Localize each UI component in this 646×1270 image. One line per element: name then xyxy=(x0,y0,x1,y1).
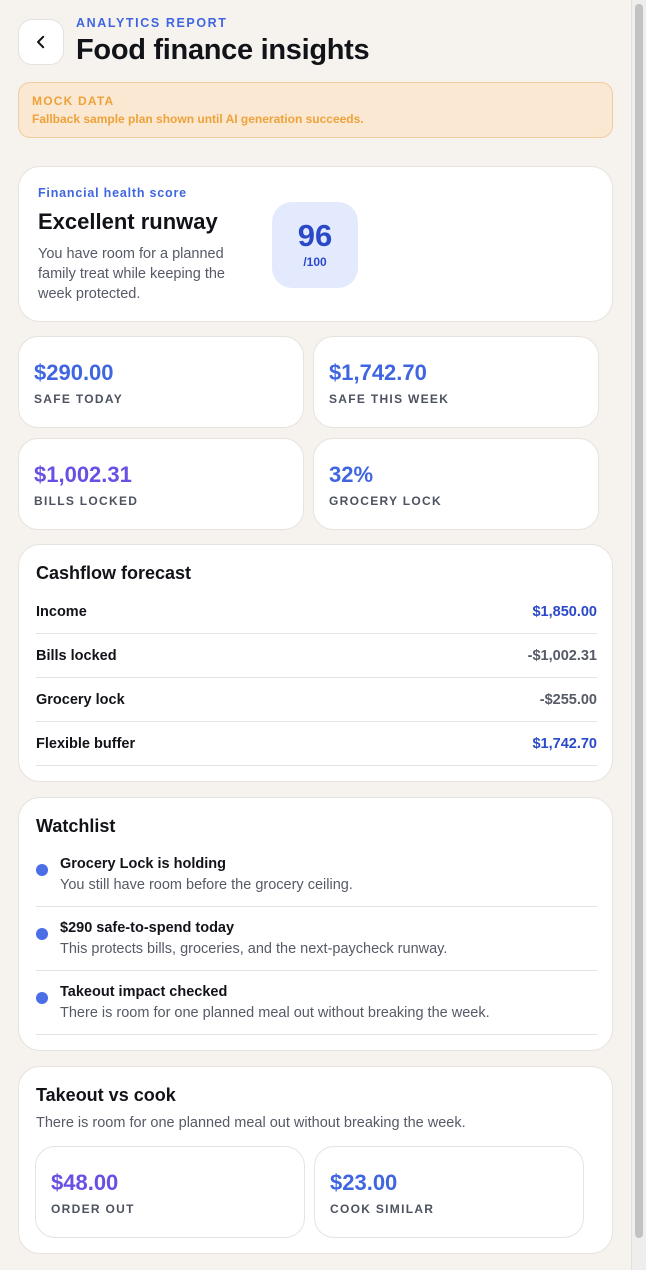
bullet-dot-icon xyxy=(36,928,48,940)
stat-label: GROCERY LOCK xyxy=(329,494,442,508)
cashflow-row-income: Income $1,850.00 xyxy=(36,590,597,634)
watchlist-item-description: There is room for one planned meal out w… xyxy=(60,1005,490,1021)
stat-value: $1,002.31 xyxy=(34,462,132,487)
mock-data-banner: MOCK DATA Fallback sample plan shown unt… xyxy=(18,82,613,138)
cashflow-row-bills-locked: Bills locked -$1,002.31 xyxy=(36,634,597,678)
bullet-dot-icon xyxy=(36,864,48,876)
mock-banner-title: MOCK DATA xyxy=(32,94,115,108)
health-score-title: Excellent runway xyxy=(38,209,218,234)
takeout-title: Takeout vs cook xyxy=(36,1085,176,1105)
page-content: ANALYTICS REPORT Food finance insights M… xyxy=(18,0,613,1254)
bullet-dot-icon xyxy=(36,992,48,1004)
watchlist-item: Grocery Lock is holding You still have r… xyxy=(36,843,597,907)
order-out-card: $48.00 ORDER OUT xyxy=(35,1146,305,1238)
score-badge: 96 /100 xyxy=(272,202,358,288)
page-title: Food finance insights xyxy=(76,34,370,66)
health-score-card: Financial health score Excellent runway … xyxy=(18,166,613,322)
stat-value: $1,742.70 xyxy=(329,360,427,385)
stat-card-safe-this-week: $1,742.70 SAFE THIS WEEK xyxy=(313,336,599,428)
cashflow-row-grocery-lock: Grocery lock -$255.00 xyxy=(36,678,597,722)
cashflow-label: Bills locked xyxy=(36,647,117,664)
order-out-label: ORDER OUT xyxy=(51,1202,135,1216)
stat-card-grocery-lock: 32% GROCERY LOCK xyxy=(313,438,599,530)
stat-card-safe-today: $290.00 SAFE TODAY xyxy=(18,336,304,428)
stat-value: $290.00 xyxy=(34,360,114,385)
page-kicker: ANALYTICS REPORT xyxy=(76,16,228,30)
chevron-left-icon xyxy=(37,35,45,49)
stat-label: BILLS LOCKED xyxy=(34,494,139,508)
stat-label: SAFE THIS WEEK xyxy=(329,392,450,406)
cashflow-title: Cashflow forecast xyxy=(36,563,192,583)
stat-card-bills-locked: $1,002.31 BILLS LOCKED xyxy=(18,438,304,530)
cashflow-value: -$1,002.31 xyxy=(527,647,597,664)
cook-similar-value: $23.00 xyxy=(330,1170,398,1195)
stat-value: 32% xyxy=(329,462,374,487)
scrollbar-thumb[interactable] xyxy=(635,4,643,1238)
watchlist-item-description: This protects bills, groceries, and the … xyxy=(60,941,448,957)
watchlist-item: Takeout impact checked There is room for… xyxy=(36,971,597,1035)
score-max: /100 xyxy=(303,255,327,269)
stat-label: SAFE TODAY xyxy=(34,392,124,406)
cook-similar-label: COOK SIMILAR xyxy=(330,1202,435,1216)
takeout-vs-cook-card: Takeout vs cook There is room for one pl… xyxy=(18,1066,613,1254)
order-out-value: $48.00 xyxy=(51,1170,119,1195)
scrollbar-track[interactable] xyxy=(631,0,646,1270)
health-score-description: You have room for a planned family treat… xyxy=(38,246,225,302)
watchlist-item-description: You still have room before the grocery c… xyxy=(60,877,353,893)
score-value: 96 xyxy=(297,218,333,253)
cook-similar-card: $23.00 COOK SIMILAR xyxy=(314,1146,584,1238)
cashflow-forecast-card: Cashflow forecast Income $1,850.00 Bills… xyxy=(18,544,613,782)
cashflow-value: -$255.00 xyxy=(539,691,597,708)
watchlist-item-title: Grocery Lock is holding xyxy=(60,856,226,872)
cashflow-row-flexible-buffer: Flexible buffer $1,742.70 xyxy=(36,722,597,766)
cashflow-value: $1,742.70 xyxy=(532,735,597,752)
watchlist-item: $290 safe-to-spend today This protects b… xyxy=(36,907,597,971)
cashflow-label: Income xyxy=(36,603,87,620)
watchlist-item-title: Takeout impact checked xyxy=(60,984,228,1000)
watchlist-item-title: $290 safe-to-spend today xyxy=(60,920,235,936)
cashflow-value: $1,850.00 xyxy=(532,603,597,620)
watchlist-card: Watchlist Grocery Lock is holding You st… xyxy=(18,797,613,1051)
watchlist-title: Watchlist xyxy=(36,816,116,836)
takeout-description: There is room for one planned meal out w… xyxy=(36,1115,466,1131)
cashflow-label: Grocery lock xyxy=(36,691,125,708)
cashflow-label: Flexible buffer xyxy=(36,735,136,752)
health-score-kicker: Financial health score xyxy=(38,186,187,200)
page-header: ANALYTICS REPORT Food finance insights xyxy=(18,0,613,82)
mock-banner-text: Fallback sample plan shown until AI gene… xyxy=(32,112,364,126)
back-button[interactable] xyxy=(18,19,64,65)
